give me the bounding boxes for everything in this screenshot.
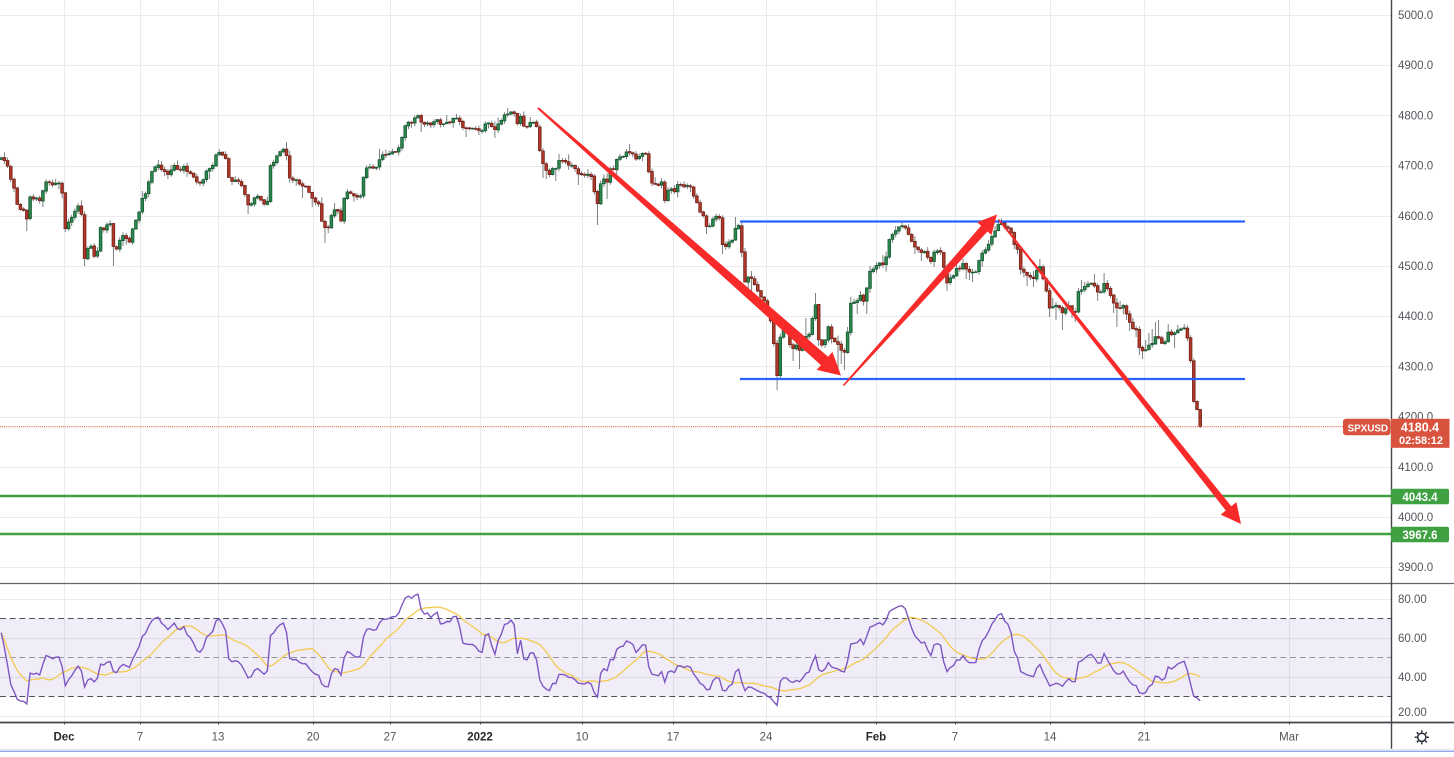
svg-text:4000.0: 4000.0 [1398,512,1433,524]
svg-text:4100.0: 4100.0 [1398,462,1433,474]
svg-text:Dec: Dec [53,732,75,744]
svg-text:02:58:12: 02:58:12 [1399,435,1443,447]
svg-text:4043.4: 4043.4 [1402,492,1438,504]
svg-text:40.00: 40.00 [1398,672,1427,684]
svg-text:7: 7 [952,732,958,744]
svg-text:Mar: Mar [1279,732,1299,744]
svg-text:20.00: 20.00 [1398,707,1427,719]
svg-text:21: 21 [1138,732,1151,744]
svg-text:4300.0: 4300.0 [1398,361,1433,373]
svg-text:10: 10 [576,732,589,744]
svg-text:60.00: 60.00 [1398,633,1427,645]
svg-text:4500.0: 4500.0 [1398,261,1433,273]
svg-text:4600.0: 4600.0 [1398,211,1433,223]
svg-text:5000.0: 5000.0 [1398,10,1433,22]
svg-text:27: 27 [384,732,397,744]
svg-text:20: 20 [307,732,320,744]
svg-text:Feb: Feb [866,732,886,744]
svg-text:4800.0: 4800.0 [1398,110,1433,122]
svg-text:4400.0: 4400.0 [1398,311,1433,323]
svg-text:80.00: 80.00 [1398,594,1427,606]
svg-text:4180.4: 4180.4 [1401,421,1439,435]
svg-text:3967.6: 3967.6 [1402,530,1437,542]
svg-text:14: 14 [1044,732,1057,744]
svg-text:2022: 2022 [467,732,493,744]
svg-text:3900.0: 3900.0 [1398,562,1433,574]
svg-text:17: 17 [667,732,680,744]
svg-text:24: 24 [760,732,773,744]
svg-text:7: 7 [137,732,143,744]
svg-text:13: 13 [212,732,225,744]
svg-text:4700.0: 4700.0 [1398,161,1433,173]
svg-text:SPXUSD: SPXUSD [1348,423,1389,434]
svg-text:4900.0: 4900.0 [1398,60,1433,72]
